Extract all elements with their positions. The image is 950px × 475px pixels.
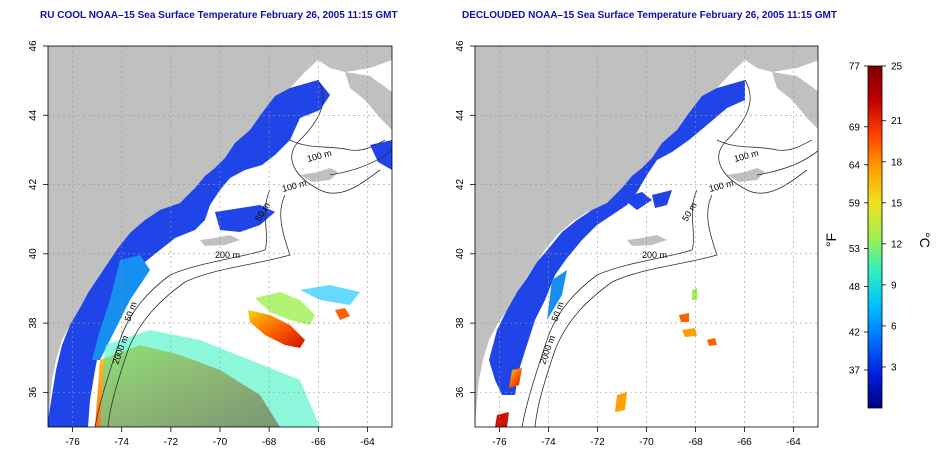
- celsius-tick: 25: [891, 62, 903, 73]
- declouded-warm-patches: [495, 288, 717, 427]
- left-axis-ticks: -76 -74 -72 -70 -68 -66 -64 36 38 40 42 44 46: [28, 40, 375, 448]
- y-tick-label: 38: [28, 317, 39, 329]
- x-tick-label: -66: [737, 437, 752, 448]
- x-tick-label: -76: [65, 437, 80, 448]
- celsius-tick: 6: [891, 321, 897, 332]
- y-tick-label: 36: [28, 386, 39, 398]
- x-tick-label: -68: [688, 437, 703, 448]
- left-map-panel: 100 m 100 m 50 m 200 m 50 m 2000 m -76 -7…: [28, 40, 393, 448]
- contour-label: 200 m: [642, 250, 667, 260]
- fahrenheit-tick: 37: [849, 366, 861, 377]
- x-tick-label: -64: [360, 437, 375, 448]
- warm-gulf-stream-patches: [95, 285, 360, 427]
- fahrenheit-tick: 42: [849, 328, 861, 339]
- temperature-colorbar: 25 21 18 15 12 9 6 3 77 69 64 59 53 48 42 37 °F °C: [823, 62, 933, 409]
- contour-label: 200 m: [215, 250, 240, 260]
- x-tick-label: -74: [541, 437, 556, 448]
- celsius-tick: 9: [891, 280, 897, 291]
- x-tick-label: -76: [492, 437, 507, 448]
- x-tick-label: -66: [311, 437, 326, 448]
- x-tick-label: -72: [590, 437, 605, 448]
- y-tick-label: 40: [455, 248, 466, 260]
- cold-water-band: [48, 80, 330, 427]
- fahrenheit-label: °F: [823, 233, 839, 247]
- fahrenheit-tick: 59: [849, 198, 861, 209]
- graticule: [48, 46, 392, 427]
- celsius-tick: 15: [891, 198, 903, 209]
- left-panel-title: RU COOL NOAA–15 Sea Surface Temperature …: [40, 10, 398, 21]
- celsius-tick: 3: [891, 362, 897, 373]
- x-tick-label: -68: [262, 437, 277, 448]
- y-tick-label: 46: [28, 40, 39, 52]
- y-tick-label: 36: [455, 386, 466, 398]
- fahrenheit-tick: 69: [849, 122, 861, 133]
- fahrenheit-tick: 48: [849, 282, 861, 293]
- y-tick-label: 44: [455, 109, 466, 121]
- celsius-tick: 21: [891, 116, 903, 127]
- right-axis-ticks: -76 -74 -72 -70 -68 -66 -64 36 38 40 42 44 46: [455, 40, 801, 448]
- x-tick-label: -70: [639, 437, 654, 448]
- y-tick-label: 46: [455, 40, 466, 52]
- y-tick-label: 38: [455, 317, 466, 329]
- graticule: [475, 46, 818, 427]
- celsius-tick: 12: [891, 239, 903, 250]
- fahrenheit-tick: 64: [849, 160, 861, 171]
- right-map-panel: 100 m 100 m 50 m 200 m 50 m 2000 m -76 -7…: [455, 40, 819, 448]
- fahrenheit-tick: 53: [849, 244, 861, 255]
- x-tick-label: -74: [114, 437, 129, 448]
- fahrenheit-tick: 77: [849, 62, 861, 73]
- celsius-tick: 18: [891, 157, 903, 168]
- y-tick-label: 40: [28, 248, 39, 260]
- y-tick-label: 42: [28, 179, 39, 191]
- y-tick-label: 44: [28, 109, 39, 121]
- x-tick-label: -72: [164, 437, 179, 448]
- y-tick-label: 42: [455, 179, 466, 191]
- x-tick-label: -70: [213, 437, 228, 448]
- colorbar-gradient: [867, 65, 883, 409]
- land-mass: [48, 46, 392, 427]
- celsius-label: °C: [917, 232, 933, 248]
- right-panel-title: DECLOUDED NOAA–15 Sea Surface Temperatur…: [462, 10, 837, 21]
- bathymetry-contours: [94, 79, 392, 427]
- x-tick-label: -64: [786, 437, 801, 448]
- declouded-cold-water: [489, 80, 745, 395]
